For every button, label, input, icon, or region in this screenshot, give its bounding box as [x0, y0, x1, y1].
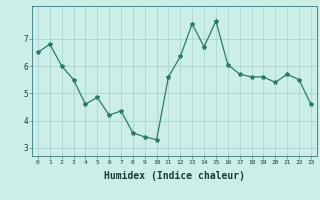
X-axis label: Humidex (Indice chaleur): Humidex (Indice chaleur) [104, 171, 245, 181]
